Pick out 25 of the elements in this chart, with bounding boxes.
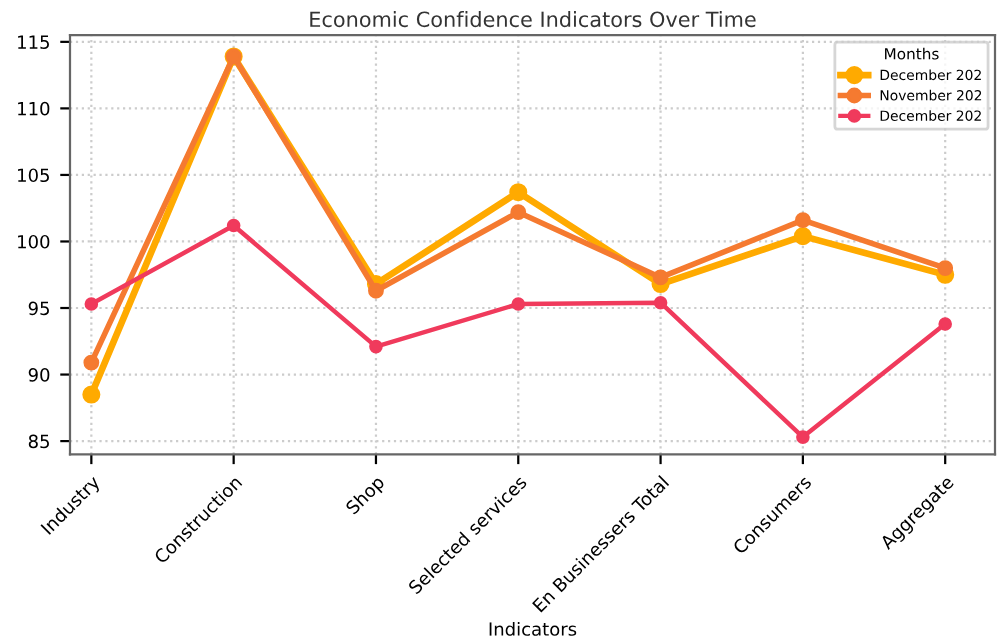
point bbox=[653, 295, 668, 310]
point bbox=[652, 269, 669, 286]
y-tick-label: 95 bbox=[28, 301, 49, 316]
point bbox=[511, 297, 526, 311]
point bbox=[82, 385, 101, 404]
y-tick-label: 115 bbox=[18, 35, 49, 49]
chart-title: Economic Confidence Indicators Over Time bbox=[310, 11, 756, 28]
point bbox=[84, 297, 99, 311]
point bbox=[510, 204, 527, 221]
point bbox=[83, 354, 100, 371]
point bbox=[937, 260, 954, 277]
point bbox=[368, 282, 384, 299]
point bbox=[509, 183, 528, 202]
point bbox=[794, 212, 811, 229]
point bbox=[226, 218, 241, 233]
point bbox=[938, 317, 952, 331]
point bbox=[369, 339, 383, 354]
x-axis-title: Indicators bbox=[489, 621, 577, 636]
point bbox=[793, 227, 812, 246]
y-tick-label: 90 bbox=[28, 368, 50, 382]
y-tick-label: 110 bbox=[18, 101, 50, 116]
y-tick-label: 85 bbox=[28, 434, 49, 449]
y-tick-label: 100 bbox=[18, 234, 50, 249]
y-tick-label: 105 bbox=[18, 168, 49, 183]
point bbox=[796, 430, 810, 444]
